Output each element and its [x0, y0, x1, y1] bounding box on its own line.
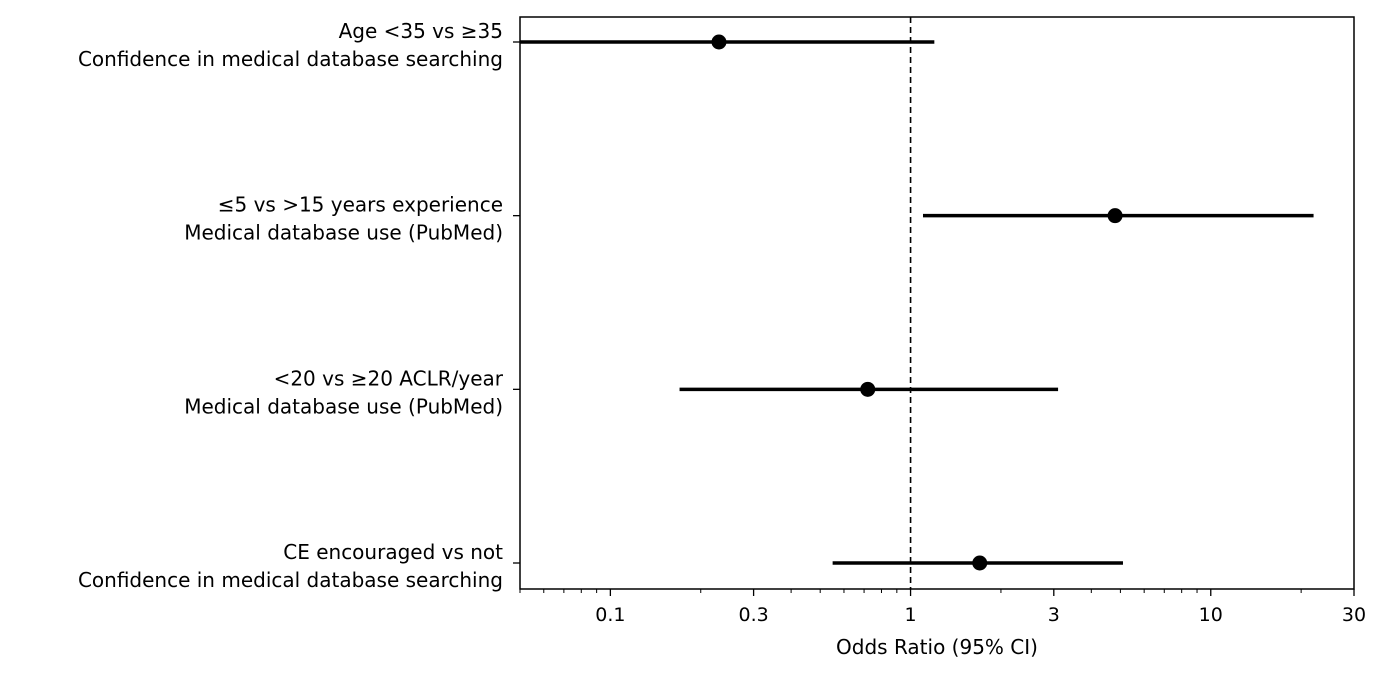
odds-ratio-point — [972, 555, 988, 571]
row-label-outcome: Medical database use (PubMed) — [184, 394, 503, 418]
x-tick-label: 10 — [1199, 604, 1223, 626]
x-tick-label: 1 — [905, 604, 917, 626]
row-label-outcome: Medical database use (PubMed) — [184, 221, 503, 245]
row-label-comparison: ≤5 vs >15 years experience — [218, 193, 503, 217]
x-tick-label: 0.3 — [738, 604, 768, 626]
x-tick-label: 30 — [1342, 604, 1366, 626]
forest-row: ≤5 vs >15 years experience Medical databa… — [184, 193, 1314, 245]
x-axis-label: Odds Ratio (95% CI) — [836, 635, 1038, 659]
plot-background — [520, 17, 1354, 589]
row-label-comparison: <20 vs ≥20 ACLR/year — [274, 366, 504, 390]
forest-row: CE encouraged vs not Confidence in medica… — [78, 540, 1123, 592]
forest-row: Age <35 vs ≥35 Confidence in medical data… — [78, 19, 935, 71]
odds-ratio-point — [1107, 208, 1123, 224]
row-label-comparison: CE encouraged vs not — [283, 540, 503, 564]
odds-ratio-point — [860, 381, 876, 397]
odds-ratio-point — [711, 34, 727, 50]
row-label-comparison: Age <35 vs ≥35 — [339, 19, 503, 43]
forest-rows: Age <35 vs ≥35 Confidence in medical data… — [78, 19, 1314, 592]
x-tick-label: 3 — [1048, 604, 1060, 626]
plot-frame — [519, 16, 1355, 590]
x-tick-label: 0.1 — [595, 604, 625, 626]
row-label-outcome: Confidence in medical database searching — [78, 47, 503, 71]
row-label-outcome: Confidence in medical database searching — [78, 568, 503, 592]
forest-row: <20 vs ≥20 ACLR/year Medical database use… — [184, 366, 1059, 418]
x-major-ticks: 0.1 0.3 1 3 10 30 — [595, 589, 1366, 626]
